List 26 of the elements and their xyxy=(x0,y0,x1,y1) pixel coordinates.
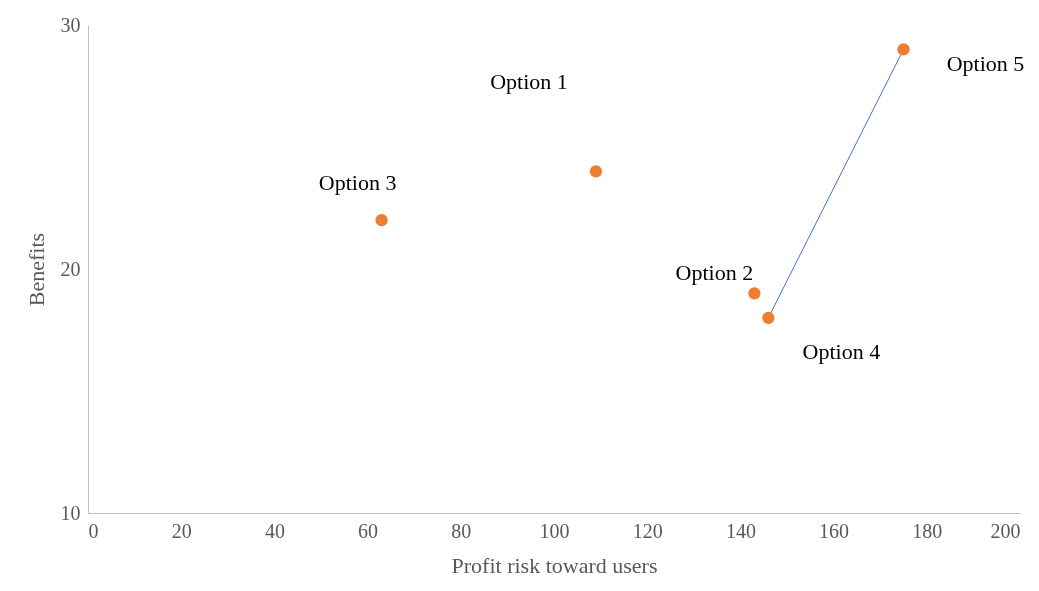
x-tick-label: 180 xyxy=(912,519,943,542)
x-tick-label: 140 xyxy=(725,519,756,542)
annotation: Option 1 xyxy=(490,69,568,94)
point xyxy=(748,287,761,300)
x-tick-label: 120 xyxy=(632,519,663,542)
x-tick-label: 60 xyxy=(358,519,379,542)
x-axis-title: Profit risk toward users xyxy=(451,552,658,578)
point xyxy=(762,311,775,324)
annotation: Option 3 xyxy=(318,170,397,196)
y-tick-label: 10 xyxy=(60,501,81,524)
x-tick-label: 20 xyxy=(171,519,192,542)
x-tick-label: 40 xyxy=(264,519,285,542)
y-axis-title: Benefits xyxy=(23,232,49,307)
point xyxy=(589,165,603,178)
x-tick-label: 0 xyxy=(88,519,99,542)
annotation: Option 5 xyxy=(946,51,1025,77)
annotation: Option 2 xyxy=(675,260,754,286)
annotation: Option 4 xyxy=(802,338,881,364)
y-tick-label: 20 xyxy=(60,257,81,280)
x-tick-label: 160 xyxy=(819,519,850,542)
x-tick-label: 80 xyxy=(451,519,472,542)
x-tick-label: 100 xyxy=(539,519,570,542)
point xyxy=(897,43,910,56)
y-tick-label: 30 xyxy=(60,13,81,36)
point xyxy=(375,214,388,227)
x-tick-label: 200 xyxy=(990,519,1021,542)
